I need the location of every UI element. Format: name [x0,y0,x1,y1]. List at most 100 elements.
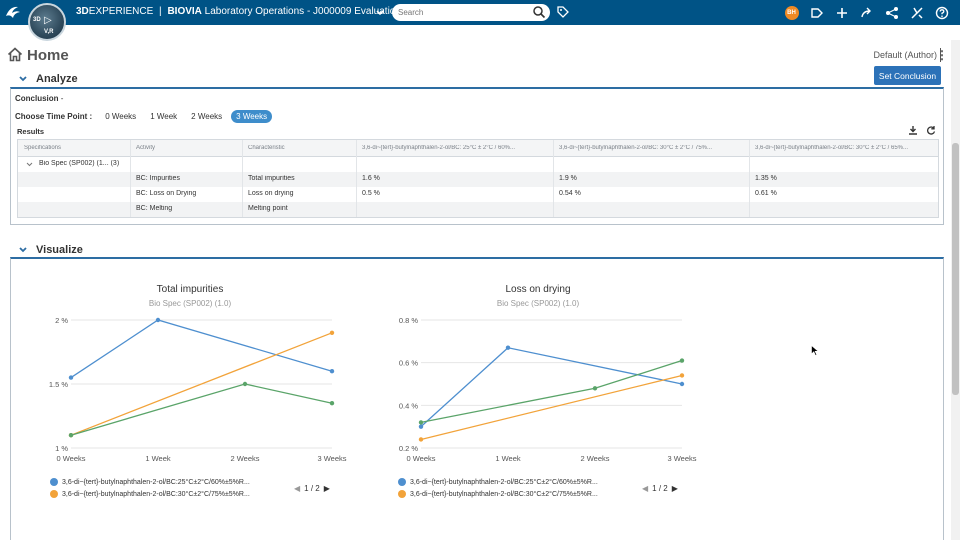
chevron-down-icon[interactable] [26,161,33,168]
table-group-label[interactable]: Bio Spec (SP002) (1... (3) [39,160,120,167]
time-point-0-weeks[interactable]: 0 Weeks [105,112,137,121]
refresh-icon[interactable] [926,125,936,135]
data-point[interactable] [505,345,511,350]
add-button[interactable] [829,3,854,22]
data-point[interactable] [68,375,74,380]
analyze-section-title: Analyze [36,73,78,85]
column-header-activity[interactable]: Activity [136,145,156,151]
y-tick-label: 1 % [55,444,68,453]
visualize-section-toggle[interactable]: Visualize [18,243,83,257]
data-point[interactable] [679,358,685,363]
table-group-row-bg [18,157,938,172]
scrollbar-thumb[interactable] [952,143,959,395]
conclusion-value: - [58,94,64,103]
table-cell-value: 0.61 % [755,190,777,197]
legend-swatch [398,490,406,498]
data-point[interactable] [418,424,424,429]
previous-page-icon[interactable]: ◀ [642,484,649,493]
set-conclusion-button[interactable]: Set Conclusion [874,66,941,85]
search-icon[interactable] [532,5,546,19]
data-point[interactable] [679,373,685,378]
legend-item[interactable]: 3,6-di~{tert}-butylnaphthalen-2-ol/BC:25… [50,478,250,486]
search-input[interactable] [398,6,526,19]
column-header-characteristic[interactable]: Characteristic [248,145,285,151]
next-page-icon[interactable]: ▶ [323,484,330,493]
search-box[interactable] [392,4,550,21]
brand-separator: | [159,6,162,17]
compass-left-label: 3D [33,17,41,23]
series-line [420,374,683,441]
data-point[interactable] [329,330,335,335]
x-tick-label: 2 Weeks [580,454,609,463]
data-point[interactable] [418,420,424,425]
data-point[interactable] [329,369,335,374]
time-point-1-week[interactable]: 1 Week [150,112,178,121]
download-icon[interactable] [908,125,918,135]
home-icon[interactable] [7,47,23,62]
time-point-2-weeks[interactable]: 2 Weeks [191,112,223,121]
data-point[interactable] [679,381,685,387]
share-button[interactable] [879,3,904,22]
vertical-scrollbar[interactable] [951,40,960,540]
results-table: Specifications Activity Characteristic 3… [17,139,939,218]
legend-item[interactable]: 3,6-di~{tert}-butylnaphthalen-2-ol/BC:25… [398,478,598,486]
legend-pager: ◀ 1 / 2 ▶ [638,484,682,493]
share-icon [885,6,898,19]
tag-icon[interactable] [556,5,570,19]
legend-label: 3,6-di~{tert}-butylnaphthalen-2-ol/BC:25… [62,478,250,486]
data-point[interactable] [68,433,74,438]
time-point-label: Choose Time Point : [15,112,93,121]
legend-page-indicator: 1 / 2 [304,484,320,493]
table-header [18,140,938,157]
column-divider [356,140,357,217]
chart-title: Total impurities [156,284,224,295]
compass-button[interactable]: 3D ▷ V,R [28,3,66,41]
feedback-button[interactable] [804,3,829,22]
data-point[interactable] [592,386,598,391]
time-point-3-weeks[interactable]: 3 Weeks [231,110,273,123]
column-divider [130,140,131,217]
y-tick-label: 1.5 % [49,380,69,389]
top-bar: 3D ▷ V,R 3DEXPERIENCE | BIOVIA Laborator… [0,0,960,41]
x-tick-label: 2 Weeks [230,454,259,463]
dassault-logo-icon [6,6,20,18]
help-button[interactable] [929,3,954,22]
user-avatar-button[interactable]: BH [779,3,804,22]
total-impurities-chart: 1 % 1.5 % 2 % 0 Weeks 1 Week 2 Weeks 3 Weeks [49,316,347,463]
data-point[interactable] [418,437,424,442]
column-header-specifications[interactable]: Specifications [24,145,62,151]
tools-button[interactable] [904,3,929,22]
data-point[interactable] [329,401,335,406]
y-tick-label: 0.2 % [399,444,419,453]
play-icon: ▷ [44,15,52,26]
previous-page-icon[interactable]: ◀ [294,484,301,493]
x-tick-label: 1 Week [495,454,521,463]
table-cell-activity: BC: Impurities [136,175,180,182]
chevron-down-icon[interactable] [375,6,385,20]
loss-on-drying-chart: 0.2 % 0.4 % 0.6 % 0.8 % 0 Weeks 1 Week 2 Weeks… [399,316,697,463]
x-tick-label: 0 Weeks [406,454,435,463]
data-point[interactable] [155,317,161,323]
analyze-panel: Conclusion - Choose Time Point : 0 Weeks… [10,87,944,225]
analyze-section-toggle[interactable]: Analyze [18,72,78,86]
legend-item[interactable]: 3,6-di~{tert}-butylnaphthalen-2-ol/BC:30… [50,490,250,498]
legend-label: 3,6-di~{tert}-butylnaphthalen-2-ol/BC:25… [410,478,598,486]
column-header-condition-3[interactable]: 3,6-di~{tert}-butylnaphthalen-2-ol/BC: 3… [755,145,909,151]
role-selector[interactable]: Default (Author) [873,50,937,60]
page-header: Home Default (Author) ⋮ [0,45,950,65]
column-header-condition-1[interactable]: 3,6-di~{tert}-butylnaphthalen-2-ol/BC: 2… [362,145,516,151]
x-tick-label: 1 Week [145,454,171,463]
divider [940,48,941,62]
more-options-icon[interactable]: ⋮ [936,48,948,62]
chevron-down-icon [19,247,27,253]
plus-icon [836,7,847,18]
legend-label: 3,6-di~{tert}-butylnaphthalen-2-ol/BC:30… [62,490,250,498]
share-forward-button[interactable] [854,3,879,22]
visualize-panel: Total impurities Bio Spec (SP002) (1.0) … [10,257,944,540]
legend-item[interactable]: 3,6-di~{tert}-butylnaphthalen-2-ol/BC:30… [398,490,598,498]
mouse-cursor-icon [811,345,819,356]
column-header-condition-2[interactable]: 3,6-di~{tert}-butylnaphthalen-2-ol/BC: 3… [559,145,713,151]
data-point[interactable] [242,381,248,387]
next-page-icon[interactable]: ▶ [671,484,678,493]
forward-arrow-icon [860,7,871,17]
